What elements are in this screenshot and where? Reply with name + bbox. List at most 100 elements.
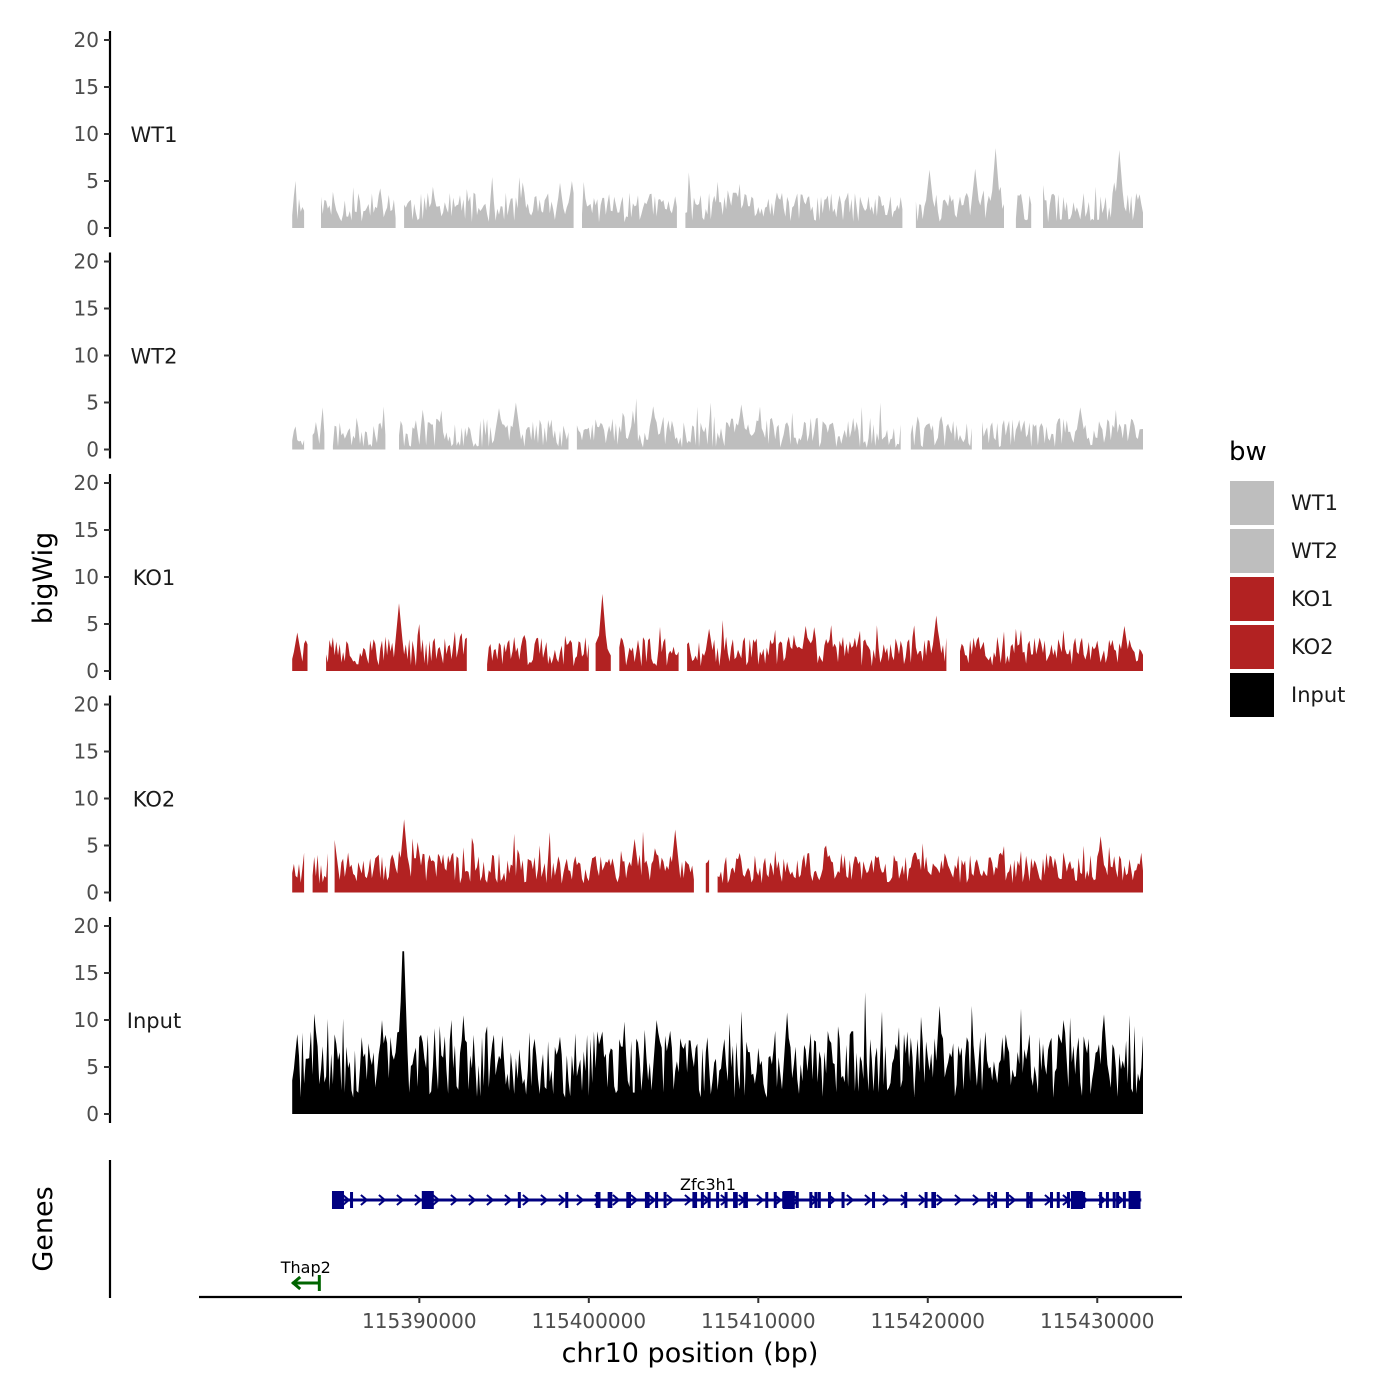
exon <box>1070 1191 1083 1209</box>
exon <box>1056 1192 1060 1208</box>
strand-arrow <box>666 1194 675 1206</box>
y-tick-label: 10 <box>74 565 99 589</box>
legend-swatch-wt1 <box>1228 479 1276 527</box>
y-tick-label: 0 <box>86 438 99 462</box>
exon <box>350 1192 354 1208</box>
exon <box>421 1191 434 1209</box>
genes-axis-title: Genes <box>28 1186 59 1271</box>
exon <box>663 1192 667 1208</box>
strand-arrow <box>756 1194 765 1206</box>
y-tick-label: 0 <box>86 659 99 683</box>
y-tick-label: 20 <box>74 914 99 938</box>
strand-arrow <box>360 1194 369 1206</box>
exon <box>841 1192 845 1208</box>
exon <box>782 1191 795 1209</box>
y-tick-label: 10 <box>74 787 99 811</box>
x-tick-label: 115410000 <box>701 1309 816 1333</box>
exon <box>924 1192 928 1208</box>
y-tick-label: 5 <box>86 169 99 193</box>
strand-arrow <box>342 1194 351 1206</box>
exon <box>1066 1192 1070 1208</box>
legend-swatch-ko2 <box>1228 623 1276 671</box>
y-tick-label: 15 <box>74 518 99 542</box>
exon <box>1099 1192 1103 1208</box>
exon <box>609 1192 613 1208</box>
y-tick-label: 20 <box>74 693 99 717</box>
legend-label: WT1 <box>1291 491 1338 515</box>
y-tick-label: 15 <box>74 75 99 99</box>
exon <box>707 1192 711 1208</box>
x-axis-title: chr10 position (bp) <box>562 1338 819 1369</box>
exon <box>1122 1192 1126 1208</box>
track-label: WT2 <box>131 345 178 369</box>
exon <box>597 1192 601 1208</box>
y-tick-label: 5 <box>86 391 99 415</box>
y-tick-label: 10 <box>74 122 99 146</box>
exon <box>809 1192 813 1208</box>
exon <box>733 1192 737 1208</box>
strand-arrow <box>504 1194 513 1206</box>
gene-name: Zfc3h1 <box>680 1175 736 1194</box>
exon <box>607 1192 611 1208</box>
y-axis-title: bigWig <box>28 532 59 625</box>
legend: bw WT1 WT2 KO1 KO2 Input <box>1228 437 1345 719</box>
x-tick-label: 115400000 <box>532 1309 647 1333</box>
y-tick-label: 15 <box>74 740 99 764</box>
y-tick-label: 20 <box>74 28 99 52</box>
exon <box>765 1192 769 1208</box>
exon <box>595 1192 599 1208</box>
exon <box>1105 1192 1109 1208</box>
exon <box>694 1192 698 1208</box>
exon <box>331 1191 344 1209</box>
tracks: 0 5 10 15 20 WT1 0 5 10 15 20 WT2 0 5 10 15 20 KO1 0 5 10 15 2… <box>74 28 1143 1126</box>
exon <box>827 1192 831 1208</box>
exon <box>872 1192 876 1208</box>
y-tick-label: 10 <box>74 344 99 368</box>
coverage-area-input <box>292 951 1143 1114</box>
track-input: 0 5 10 15 20 Input <box>74 914 1143 1126</box>
strand-arrow <box>450 1194 459 1206</box>
strand-arrow <box>630 1194 639 1206</box>
y-tick-label: 20 <box>74 471 99 495</box>
x-tick-label: 115430000 <box>1040 1309 1155 1333</box>
y-tick-label: 15 <box>74 961 99 985</box>
legend-title: bw <box>1229 437 1267 467</box>
gene-zfc3h1: Zfc3h1 <box>331 1175 1142 1209</box>
exon <box>655 1192 659 1208</box>
strand-arrow <box>648 1194 657 1206</box>
exon <box>743 1192 747 1208</box>
exon <box>744 1192 748 1208</box>
exon <box>716 1192 720 1208</box>
exon <box>904 1192 908 1208</box>
strand-arrow <box>1008 1194 1017 1206</box>
exon <box>1116 1192 1120 1208</box>
exon <box>1026 1192 1030 1208</box>
legend-label: Input <box>1291 683 1345 707</box>
strand-arrow <box>522 1194 531 1206</box>
track-wt2: 0 5 10 15 20 WT2 <box>74 250 1143 462</box>
track-ko1: 0 5 10 15 20 KO1 <box>74 471 1143 683</box>
exon <box>987 1192 991 1208</box>
exon <box>692 1192 696 1208</box>
exon <box>994 1192 998 1208</box>
exon <box>1005 1192 1009 1208</box>
track-label: KO1 <box>133 566 176 590</box>
strand-arrow <box>954 1194 963 1206</box>
y-tick-label: 20 <box>74 250 99 274</box>
legend-swatch-input <box>1228 671 1276 719</box>
strand-arrow <box>846 1194 855 1206</box>
legend-label: WT2 <box>1291 539 1338 563</box>
y-tick-label: 5 <box>86 834 99 858</box>
exon <box>773 1192 777 1208</box>
exon <box>724 1192 728 1208</box>
legend-swatch-ko1 <box>1228 575 1276 623</box>
exon <box>626 1192 630 1208</box>
x-axis: 115390000 115400000 115410000 115420000 1154… <box>199 1295 1182 1333</box>
x-tick-label: 115420000 <box>871 1309 986 1333</box>
strand-arrow <box>684 1194 693 1206</box>
track-wt1: 0 5 10 15 20 WT1 <box>74 28 1143 240</box>
strand-arrow <box>558 1194 567 1206</box>
y-tick-label: 5 <box>86 612 99 636</box>
y-tick-label: 5 <box>86 1055 99 1079</box>
